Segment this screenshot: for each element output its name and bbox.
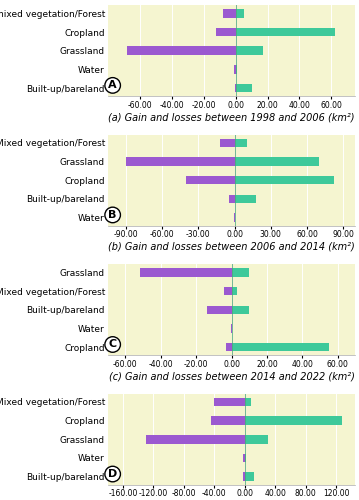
Bar [140,268,232,276]
Bar [234,214,235,222]
Bar [186,176,234,184]
Bar [245,454,246,462]
Bar [245,435,268,444]
Bar [236,65,237,74]
Text: C: C [108,340,117,349]
Bar [231,324,232,332]
Bar [236,9,243,18]
Bar [245,398,251,406]
Bar [207,306,232,314]
Bar [234,176,334,184]
Bar [214,398,245,406]
Text: D: D [108,469,117,479]
Bar [220,138,234,147]
Bar [243,472,245,481]
Bar [232,306,249,314]
Bar [234,65,236,74]
Bar [245,416,342,425]
Bar [146,435,245,444]
Bar [234,194,256,203]
Text: B: B [108,210,117,220]
Bar [127,46,236,55]
Bar [235,84,236,92]
Bar [234,138,247,147]
X-axis label: (c) Gain and losses between 2014 and 2022 (km²): (c) Gain and losses between 2014 and 202… [109,372,354,382]
Bar [229,194,234,203]
Bar [245,472,254,481]
Bar [234,158,319,166]
Bar [243,454,245,462]
Bar [232,287,237,296]
Bar [232,268,249,276]
Bar [236,46,263,55]
X-axis label: (a) Gain and losses between 1998 and 2006 (km²): (a) Gain and losses between 1998 and 200… [108,112,355,122]
X-axis label: (b) Gain and losses between 2006 and 2014 (km²): (b) Gain and losses between 2006 and 201… [108,242,355,252]
Bar [232,343,329,351]
Bar [236,28,335,36]
Bar [223,9,236,18]
Text: A: A [108,80,117,90]
Bar [224,287,232,296]
Bar [236,84,252,92]
Bar [211,416,245,425]
Bar [126,158,234,166]
Bar [216,28,236,36]
Bar [226,343,232,351]
